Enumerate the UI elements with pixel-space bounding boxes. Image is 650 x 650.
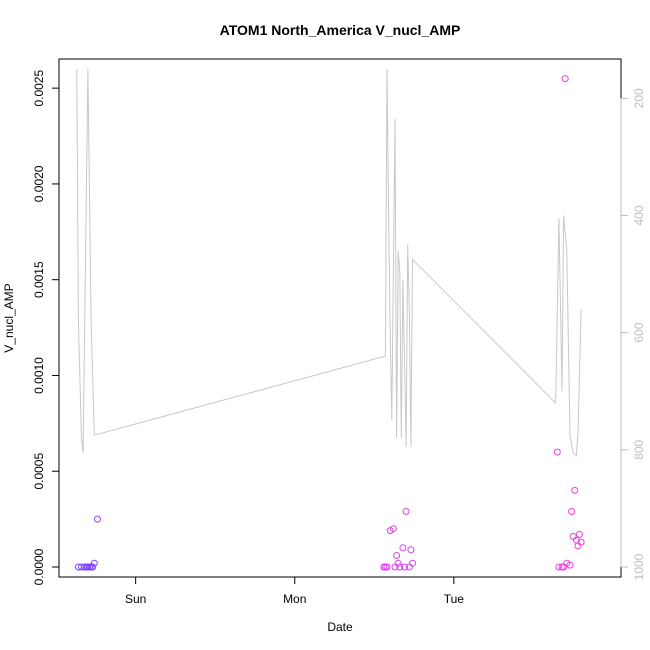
- x-tick-label: Mon: [283, 592, 306, 606]
- data-point: [574, 542, 582, 550]
- y-tick-label: 0.0025: [32, 70, 46, 107]
- data-point: [576, 530, 583, 538]
- y-tick-label: 0.0010: [32, 357, 46, 394]
- data-point: [94, 515, 101, 523]
- series-line: [76, 68, 582, 457]
- y-axis-label: V_nucl_AMP: [2, 283, 16, 352]
- data-point: [409, 559, 416, 567]
- data-point: [569, 532, 577, 540]
- y-tick-label: 0.0000: [32, 548, 46, 585]
- right-tick-label: 200: [632, 88, 646, 108]
- data-point: [407, 546, 415, 554]
- y-tick-label: 0.0015: [32, 261, 46, 298]
- right-tick-label: 800: [632, 439, 646, 459]
- x-tick-label: Sun: [125, 592, 146, 606]
- data-point: [396, 563, 404, 571]
- y-tick-label: 0.0005: [32, 453, 46, 490]
- data-point: [577, 538, 585, 546]
- data-point: [399, 544, 407, 552]
- data-point: [401, 563, 408, 571]
- data-point: [561, 75, 569, 83]
- data-point: [571, 486, 579, 494]
- data-point: [394, 559, 402, 567]
- data-point: [389, 525, 397, 533]
- data-point: [90, 559, 98, 567]
- right-axis: 200 400 600 800 1000: [620, 88, 646, 580]
- data-point: [383, 563, 391, 571]
- right-tick-label: 600: [632, 322, 646, 342]
- chart-title: ATOM1 North_America V_nucl_AMP: [220, 22, 461, 38]
- data-point: [568, 508, 576, 515]
- data-point: [566, 561, 574, 569]
- y-tick-label: 0.0020: [32, 165, 46, 202]
- line-layer: [76, 68, 582, 457]
- y-axis: 0.0000 0.0005 0.0010 0.0015 0.0020 0.0025: [32, 70, 60, 585]
- x-tick-label: Tue: [444, 592, 465, 606]
- data-point: [402, 508, 410, 515]
- x-axis-label: Date: [327, 620, 353, 634]
- right-tick-label: 1000: [632, 553, 646, 580]
- right-tick-label: 400: [632, 205, 646, 225]
- data-point: [89, 563, 97, 571]
- plot-frame: [58, 58, 622, 578]
- data-point: [553, 448, 561, 456]
- data-point: [393, 552, 401, 559]
- x-axis: Sun Mon Tue: [125, 576, 465, 606]
- data-point: [555, 563, 563, 571]
- point-layer: [74, 75, 585, 571]
